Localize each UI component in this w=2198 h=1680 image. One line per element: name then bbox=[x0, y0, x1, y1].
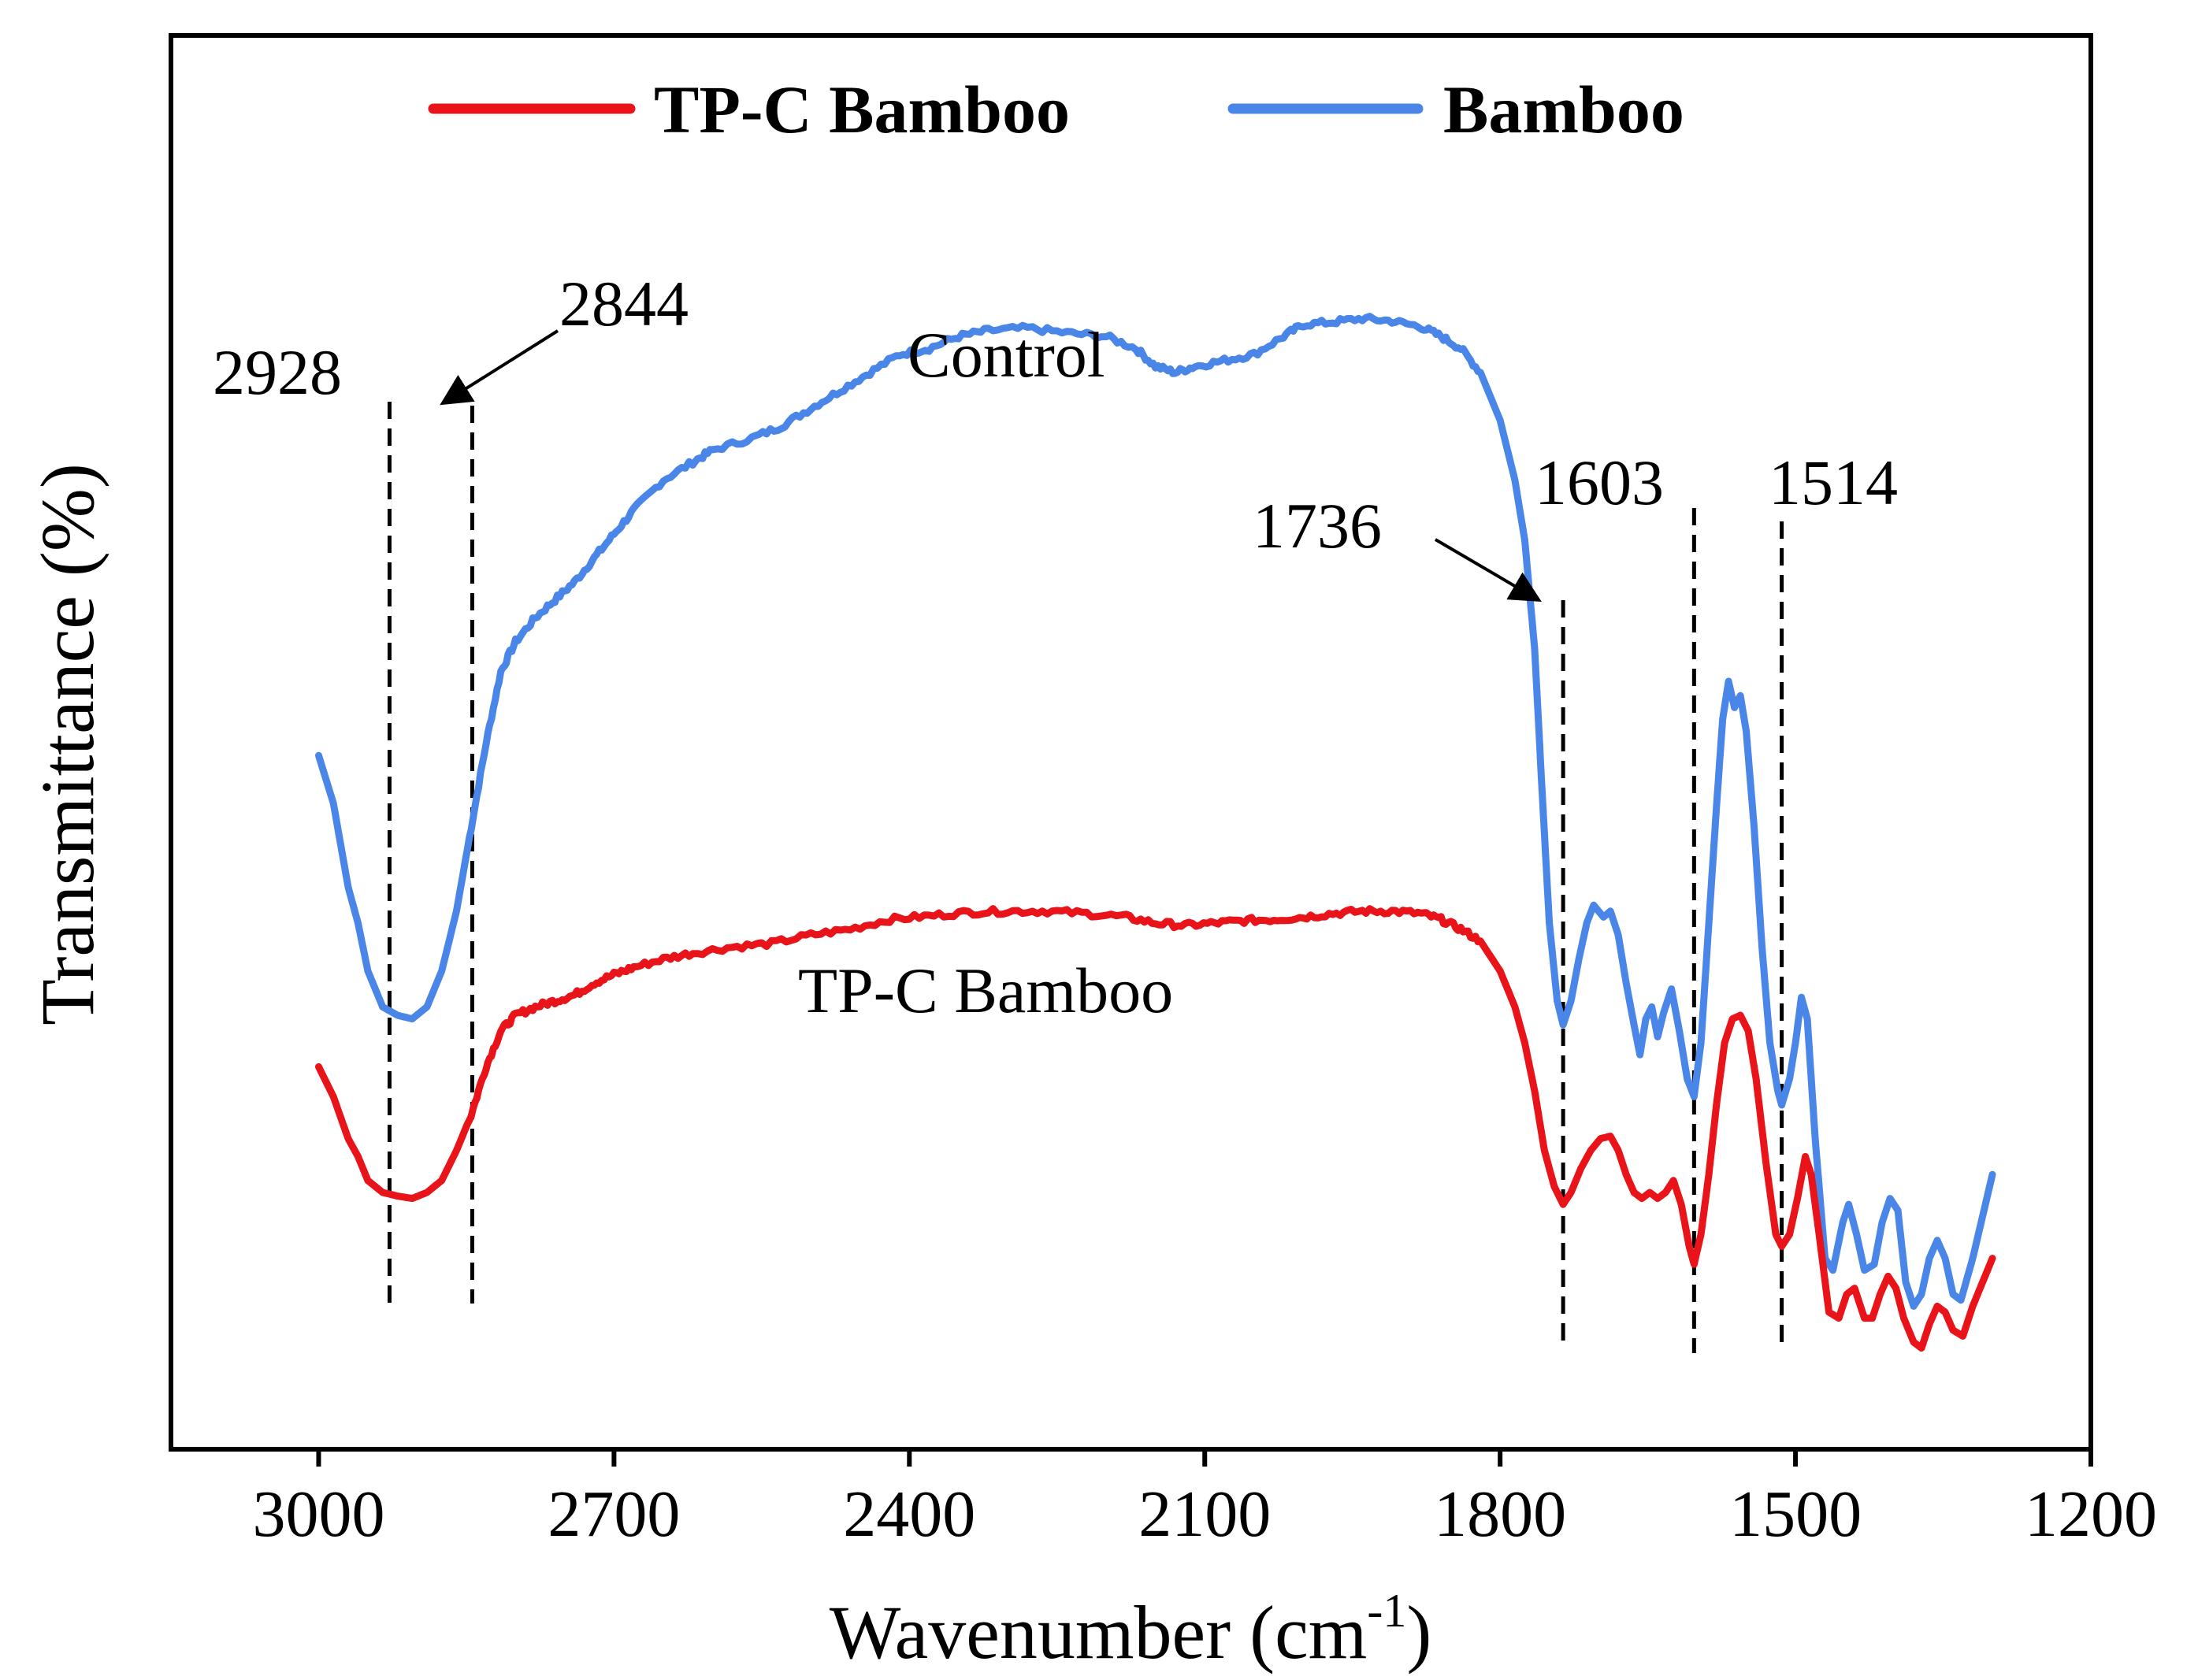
x-axis-title: Wavenumber (cm-1) bbox=[830, 1585, 1432, 1674]
annotation-2928: 2928 bbox=[213, 336, 342, 408]
annotation-2844: 2844 bbox=[559, 268, 689, 339]
annotation-1514: 1514 bbox=[1769, 447, 1898, 518]
series-line-bamboo bbox=[315, 313, 1996, 1310]
arrow-2844 bbox=[440, 329, 559, 406]
annotation-1736: 1736 bbox=[1253, 490, 1382, 562]
x-tick-label-2100: 2100 bbox=[1138, 1478, 1271, 1551]
series-line-tp-c-bamboo bbox=[315, 905, 1996, 1352]
arrow-1736 bbox=[1434, 538, 1542, 603]
x-axis-tick-labels: 3000 2700 2400 2100 1800 1500 1200 bbox=[252, 1478, 2157, 1551]
legend-label-bamboo: Bamboo bbox=[1443, 72, 1684, 147]
y-axis-title: Transmittance (%) bbox=[25, 463, 110, 1025]
curve-label-tp-c-bamboo: TP-C Bamboo bbox=[798, 955, 1173, 1026]
curve-label-control: Control bbox=[908, 319, 1105, 391]
series-group bbox=[315, 313, 1996, 1352]
x-tick-label-1800: 1800 bbox=[1434, 1478, 1566, 1551]
x-tick-label-2700: 2700 bbox=[548, 1478, 680, 1551]
x-tick-label-1500: 1500 bbox=[1729, 1478, 1862, 1551]
x-axis-title-main: Wavenumber (cm bbox=[830, 1590, 1368, 1674]
annotation-1603: 1603 bbox=[1535, 447, 1664, 518]
x-tick-label-1200: 1200 bbox=[2025, 1478, 2157, 1551]
x-tick-label-3000: 3000 bbox=[252, 1478, 384, 1551]
x-axis-title-end: ) bbox=[1406, 1590, 1431, 1674]
x-tick-label-2400: 2400 bbox=[843, 1478, 975, 1551]
legend: TP-C Bamboo Bamboo bbox=[428, 72, 1684, 147]
peak-guide-lines bbox=[387, 402, 1784, 1353]
x-axis-ticks bbox=[316, 1449, 2093, 1467]
legend-label-tp-c-bamboo: TP-C Bamboo bbox=[654, 72, 1070, 147]
x-axis-title-sup: -1 bbox=[1367, 1585, 1406, 1637]
plot-frame bbox=[169, 33, 2093, 1452]
